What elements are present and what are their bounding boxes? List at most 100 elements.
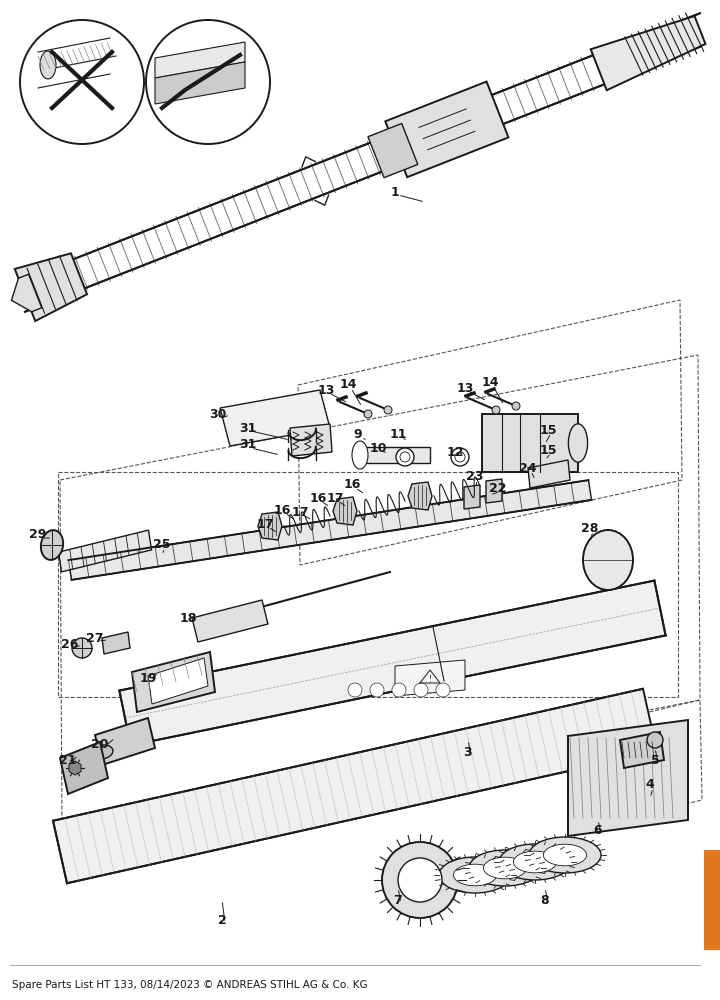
- Ellipse shape: [529, 837, 601, 873]
- Polygon shape: [95, 718, 155, 765]
- Polygon shape: [258, 512, 282, 540]
- Text: 1-0157-A0: 1-0157-A0: [708, 878, 716, 922]
- Text: 20: 20: [91, 738, 109, 752]
- Text: 21: 21: [59, 754, 77, 766]
- Circle shape: [414, 683, 428, 697]
- Ellipse shape: [352, 441, 368, 469]
- Text: 5: 5: [651, 754, 660, 766]
- Circle shape: [20, 20, 144, 144]
- Text: 16: 16: [310, 491, 327, 504]
- Ellipse shape: [469, 850, 541, 886]
- Ellipse shape: [544, 844, 587, 866]
- Text: 23: 23: [467, 471, 484, 484]
- Text: 31: 31: [239, 438, 257, 452]
- Ellipse shape: [483, 857, 526, 879]
- Polygon shape: [333, 497, 357, 525]
- Text: 29: 29: [30, 528, 47, 542]
- Ellipse shape: [568, 424, 588, 462]
- Polygon shape: [568, 720, 688, 836]
- Text: 14: 14: [339, 378, 356, 391]
- Text: 8: 8: [541, 894, 549, 906]
- Circle shape: [72, 638, 92, 658]
- Polygon shape: [590, 16, 706, 90]
- Text: 24: 24: [519, 462, 536, 475]
- Ellipse shape: [41, 530, 63, 560]
- Polygon shape: [15, 253, 87, 321]
- Text: 13: 13: [318, 383, 335, 396]
- Polygon shape: [148, 658, 208, 704]
- Circle shape: [392, 683, 406, 697]
- Polygon shape: [58, 530, 151, 572]
- Polygon shape: [528, 460, 570, 488]
- Circle shape: [436, 683, 450, 697]
- Polygon shape: [60, 742, 108, 794]
- Circle shape: [384, 406, 392, 414]
- Polygon shape: [464, 485, 480, 509]
- Polygon shape: [408, 482, 432, 510]
- Text: !: !: [428, 676, 431, 684]
- Text: 14: 14: [481, 376, 499, 389]
- Text: 31: 31: [239, 422, 257, 434]
- Text: 22: 22: [490, 482, 507, 494]
- Text: 25: 25: [153, 538, 171, 552]
- Text: 30: 30: [210, 408, 227, 422]
- Text: 15: 15: [539, 444, 557, 456]
- Text: 17: 17: [292, 506, 309, 518]
- Polygon shape: [68, 480, 592, 580]
- Polygon shape: [385, 82, 508, 177]
- Text: 26: 26: [61, 639, 78, 652]
- Text: 1: 1: [391, 186, 400, 198]
- Circle shape: [451, 448, 469, 466]
- Text: 17: 17: [256, 518, 274, 530]
- Text: Spare Parts List HT 133, 08/14/2023 © ANDREAS STIHL AG & Co. KG: Spare Parts List HT 133, 08/14/2023 © AN…: [12, 980, 368, 990]
- Text: 27: 27: [86, 632, 104, 645]
- Circle shape: [382, 842, 458, 918]
- Polygon shape: [290, 424, 332, 456]
- Text: 16: 16: [343, 479, 361, 491]
- Ellipse shape: [40, 51, 56, 79]
- Ellipse shape: [499, 844, 571, 880]
- Polygon shape: [395, 660, 465, 696]
- Text: 10: 10: [369, 442, 387, 454]
- Ellipse shape: [454, 864, 497, 886]
- Circle shape: [146, 20, 270, 144]
- Text: 3: 3: [464, 746, 472, 758]
- Text: 18: 18: [179, 611, 197, 624]
- Circle shape: [492, 406, 500, 414]
- Ellipse shape: [91, 745, 113, 759]
- Ellipse shape: [583, 530, 633, 590]
- Polygon shape: [368, 123, 418, 178]
- Circle shape: [400, 452, 410, 462]
- Polygon shape: [620, 732, 664, 768]
- Bar: [704, 850, 720, 950]
- Polygon shape: [69, 761, 81, 775]
- Circle shape: [398, 858, 442, 902]
- Circle shape: [455, 452, 465, 462]
- Circle shape: [364, 410, 372, 418]
- Polygon shape: [102, 632, 130, 654]
- Ellipse shape: [513, 851, 557, 873]
- Circle shape: [512, 402, 520, 410]
- Polygon shape: [132, 652, 215, 712]
- Text: 6: 6: [594, 824, 603, 836]
- Polygon shape: [192, 600, 268, 642]
- Ellipse shape: [439, 857, 511, 893]
- Polygon shape: [486, 479, 502, 503]
- Polygon shape: [155, 62, 245, 104]
- Text: 11: 11: [390, 428, 407, 442]
- Text: 9: 9: [354, 428, 362, 442]
- Text: 13: 13: [456, 381, 474, 394]
- Text: 16: 16: [274, 504, 291, 516]
- Polygon shape: [360, 447, 430, 463]
- Circle shape: [647, 732, 663, 748]
- Polygon shape: [120, 581, 665, 745]
- Text: 4: 4: [646, 778, 654, 792]
- Text: 7: 7: [394, 894, 402, 906]
- Text: 12: 12: [446, 446, 464, 458]
- Text: 15: 15: [539, 424, 557, 436]
- Circle shape: [348, 683, 362, 697]
- Polygon shape: [482, 414, 578, 472]
- Circle shape: [370, 683, 384, 697]
- Circle shape: [396, 448, 414, 466]
- Polygon shape: [53, 689, 657, 883]
